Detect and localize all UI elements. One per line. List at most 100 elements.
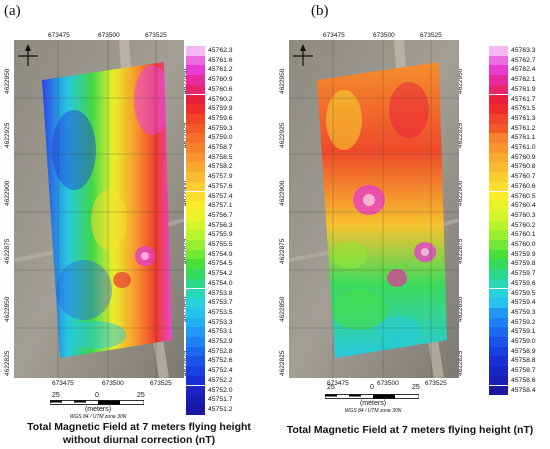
- legend-swatch: [186, 259, 205, 270]
- legend-swatch: [489, 113, 508, 124]
- scalebar-label: 25: [52, 392, 60, 399]
- legend-swatch: [186, 220, 205, 231]
- legend-swatch: [489, 327, 508, 337]
- legend-label: 45759.0: [208, 134, 233, 142]
- legend-swatch: [489, 366, 508, 376]
- legend-label: 45759.9: [511, 250, 536, 258]
- legend-label: 45760.0: [511, 241, 536, 248]
- legend-label: 45752.2: [208, 376, 233, 384]
- legend-swatch: [489, 337, 508, 347]
- legend-swatch: [186, 46, 205, 56]
- projection-label: WGS 84 / UTM zone 30N: [344, 408, 402, 414]
- scalebar-label: 25: [327, 384, 335, 391]
- legend-swatch: [186, 210, 205, 221]
- legend-label: 45760.2: [511, 221, 536, 229]
- legend-swatch: [489, 356, 508, 367]
- y-tick: 4622850: [279, 296, 286, 322]
- legend-label: 45759.3: [208, 124, 233, 132]
- legend-label: 45754.5: [208, 260, 233, 268]
- legend-swatch: [186, 278, 205, 289]
- legend-label: 45756.7: [208, 211, 233, 219]
- legend-swatch: [186, 191, 205, 202]
- legend-label: 45761.1: [511, 134, 536, 142]
- legend-label: 45758.8: [511, 357, 536, 365]
- legend-swatch: [186, 172, 205, 182]
- legend-label: 45751.2: [208, 405, 233, 413]
- legend-label: 45757.9: [208, 173, 233, 181]
- legend-label: 45758.7: [208, 144, 233, 151]
- legend-swatch: [489, 172, 508, 182]
- legend-swatch: [489, 346, 508, 357]
- legend-label: 45753.5: [208, 308, 233, 316]
- legend-swatch: [186, 84, 205, 95]
- legend-swatch: [186, 317, 205, 328]
- legend-label: 45752.9: [208, 338, 233, 345]
- caption-line: Total Magnetic Field at 7 meters flying …: [286, 424, 534, 436]
- legend-swatch: [489, 288, 508, 299]
- x-tick: 673500: [102, 380, 124, 387]
- legend-swatch: [489, 278, 508, 289]
- legend-swatch: [489, 201, 508, 211]
- legend-label: 45761.0: [511, 144, 536, 151]
- legend-swatch: [186, 133, 205, 143]
- scalebar-label: 0: [95, 392, 99, 399]
- caption: Total Magnetic Field at 7 meters flying …: [269, 424, 550, 437]
- y-tick: 4622875: [4, 238, 11, 264]
- legend-swatch: [186, 94, 205, 105]
- legend-swatch: [489, 181, 508, 192]
- legend-label: 45757.1: [208, 202, 233, 210]
- legend-swatch: [186, 230, 205, 240]
- legend-label: 45752.8: [208, 347, 233, 355]
- legend-swatch: [186, 55, 205, 66]
- legend-label: 45760.6: [511, 182, 536, 190]
- legend-swatch: [489, 240, 508, 250]
- scalebar-units: (meters): [84, 406, 112, 413]
- legend-label: 45759.1: [511, 328, 536, 336]
- legend-swatch: [489, 375, 508, 386]
- legend-label: 45759.4: [511, 299, 536, 307]
- legend-label: 45753.7: [208, 299, 233, 307]
- legend-label: 45760.3: [511, 211, 536, 219]
- scalebar-graphic: [50, 400, 144, 405]
- legend-label: 45760.5: [511, 192, 536, 200]
- magnetic-map-a: [14, 40, 184, 378]
- x-tick: 673475: [327, 380, 349, 387]
- legend-label: 45758.6: [511, 376, 536, 384]
- legend-swatch: [186, 181, 205, 192]
- legend-label: 45759.7: [511, 270, 536, 278]
- legend-swatch: [489, 249, 508, 260]
- legend-swatch: [489, 55, 508, 66]
- x-tick: 673500: [373, 32, 395, 39]
- legend-label: 45759.9: [208, 105, 233, 113]
- caption-line: without diurnal correction (nT): [62, 434, 216, 446]
- legend-swatch: [489, 298, 508, 308]
- legend-label: 45763.3: [511, 47, 536, 54]
- legend-swatch: [186, 162, 205, 173]
- legend-label: 45754.2: [208, 270, 233, 278]
- y-tick: 4622925: [279, 122, 286, 148]
- legend-swatch: [489, 307, 508, 318]
- y-tick: 4622850: [4, 296, 11, 322]
- scalebar-label: 25: [137, 392, 145, 399]
- legend-label: 45760.9: [511, 153, 536, 161]
- legend-swatch: [186, 240, 205, 250]
- legend-swatch: [489, 65, 508, 76]
- legend-swatch: [489, 143, 508, 153]
- legend-label: 45757.4: [208, 192, 233, 200]
- legend-swatch: [489, 210, 508, 221]
- x-tick: 673475: [52, 380, 74, 387]
- legend-label: 45753.3: [208, 318, 233, 326]
- legend-label: 45762.7: [511, 56, 536, 64]
- legend-swatch: [186, 201, 205, 211]
- legend-label: 45758.2: [208, 163, 233, 171]
- legend-label: 45753.1: [208, 328, 233, 336]
- legend-swatch: [186, 327, 205, 337]
- legend-swatch: [489, 75, 508, 85]
- legend-swatch: [489, 220, 508, 231]
- legend-label: 45756.3: [208, 221, 233, 229]
- legend-label: 45759.2: [511, 318, 536, 326]
- legend-label: 45753.8: [208, 289, 233, 297]
- legend-label: 45762.4: [511, 66, 536, 74]
- legend-swatch: [489, 94, 508, 105]
- legend-swatch: [186, 298, 205, 308]
